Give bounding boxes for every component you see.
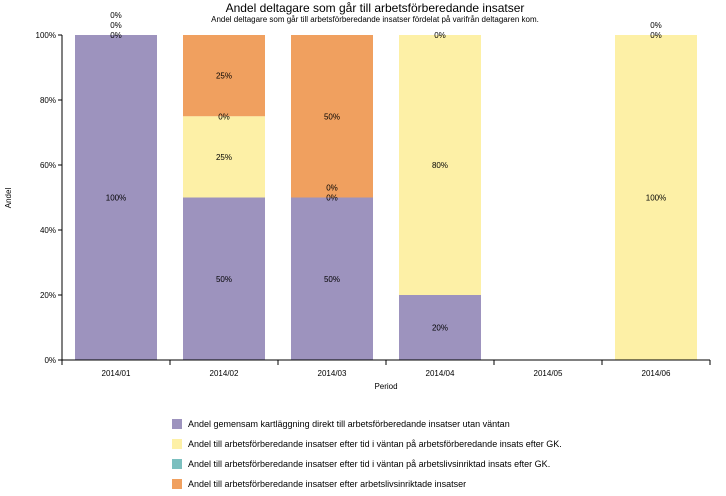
data-label: 0% (650, 21, 662, 30)
chart-subtitle: Andel deltagare som går till arbetsförbe… (211, 15, 539, 24)
bar-segment (291, 35, 373, 198)
bar-segment (183, 197, 265, 360)
data-label: 50% (216, 275, 232, 284)
data-label: 50% (324, 112, 340, 121)
data-label: 25% (216, 72, 232, 81)
legend-item: Andel gemensam kartläggning direkt till … (172, 414, 562, 434)
y-tick-label: 0% (44, 356, 56, 365)
data-label: 25% (216, 153, 232, 162)
legend-item: Andel till arbetsförberedande insatser e… (172, 454, 562, 474)
labels-layer: 100%0%0%0%50%25%0%25%50%0%0%50%20%80%0%1… (106, 11, 666, 333)
x-tick-label: 2014/01 (102, 369, 131, 378)
x-axis-title: Period (374, 382, 397, 391)
axes-layer: 0% 20% 40% 60% 80% 100% 2014/01 2014/02 2014/03 2… (36, 31, 711, 378)
legend-label: Andel gemensam kartläggning direkt till … (188, 419, 510, 429)
x-tick-label: 2014/06 (642, 369, 671, 378)
bar-segment (615, 35, 697, 360)
y-axis-title: Andel (4, 188, 13, 209)
legend: Andel gemensam kartläggning direkt till … (172, 414, 562, 494)
legend-label: Andel till arbetsförberedande insatser e… (188, 479, 467, 489)
bar-segment (183, 116, 265, 198)
data-label: 0% (110, 11, 122, 20)
legend-swatch (172, 479, 182, 489)
x-tick-label: 2014/04 (426, 369, 455, 378)
y-tick-label: 20% (40, 291, 56, 300)
data-label: 0% (650, 31, 662, 40)
data-label: 0% (326, 184, 338, 193)
y-tick-label: 100% (36, 31, 56, 40)
data-label: 0% (434, 31, 446, 40)
legend-label: Andel till arbetsförberedande insatser e… (188, 459, 551, 469)
data-label: 0% (110, 31, 122, 40)
legend-item: Andel till arbetsförberedande insatser e… (172, 434, 562, 454)
y-tick-label: 60% (40, 161, 56, 170)
y-tick-label: 80% (40, 96, 56, 105)
bar-segment (399, 295, 481, 360)
bars-layer (75, 35, 697, 360)
data-label: 0% (218, 112, 230, 121)
data-label: 0% (110, 21, 122, 30)
bar-segment (399, 35, 481, 295)
y-tick-label: 40% (40, 226, 56, 235)
data-label: 100% (646, 194, 666, 203)
data-label: 100% (106, 194, 126, 203)
legend-swatch (172, 419, 182, 429)
legend-swatch (172, 439, 182, 449)
bar-segment (183, 35, 265, 117)
data-label: 50% (324, 275, 340, 284)
x-tick-label: 2014/05 (534, 369, 563, 378)
data-label: 80% (432, 161, 448, 170)
bar-segment (291, 197, 373, 360)
legend-swatch (172, 459, 182, 469)
bar-segment (75, 35, 157, 360)
data-label: 0% (326, 194, 338, 203)
legend-item: Andel till arbetsförberedande insatser e… (172, 474, 562, 494)
legend-label: Andel till arbetsförberedande insatser e… (188, 439, 562, 449)
data-label: 20% (432, 324, 448, 333)
x-tick-label: 2014/02 (210, 369, 239, 378)
x-tick-label: 2014/03 (318, 369, 347, 378)
chart-title: Andel deltagare som går till arbetsförbe… (226, 1, 525, 15)
